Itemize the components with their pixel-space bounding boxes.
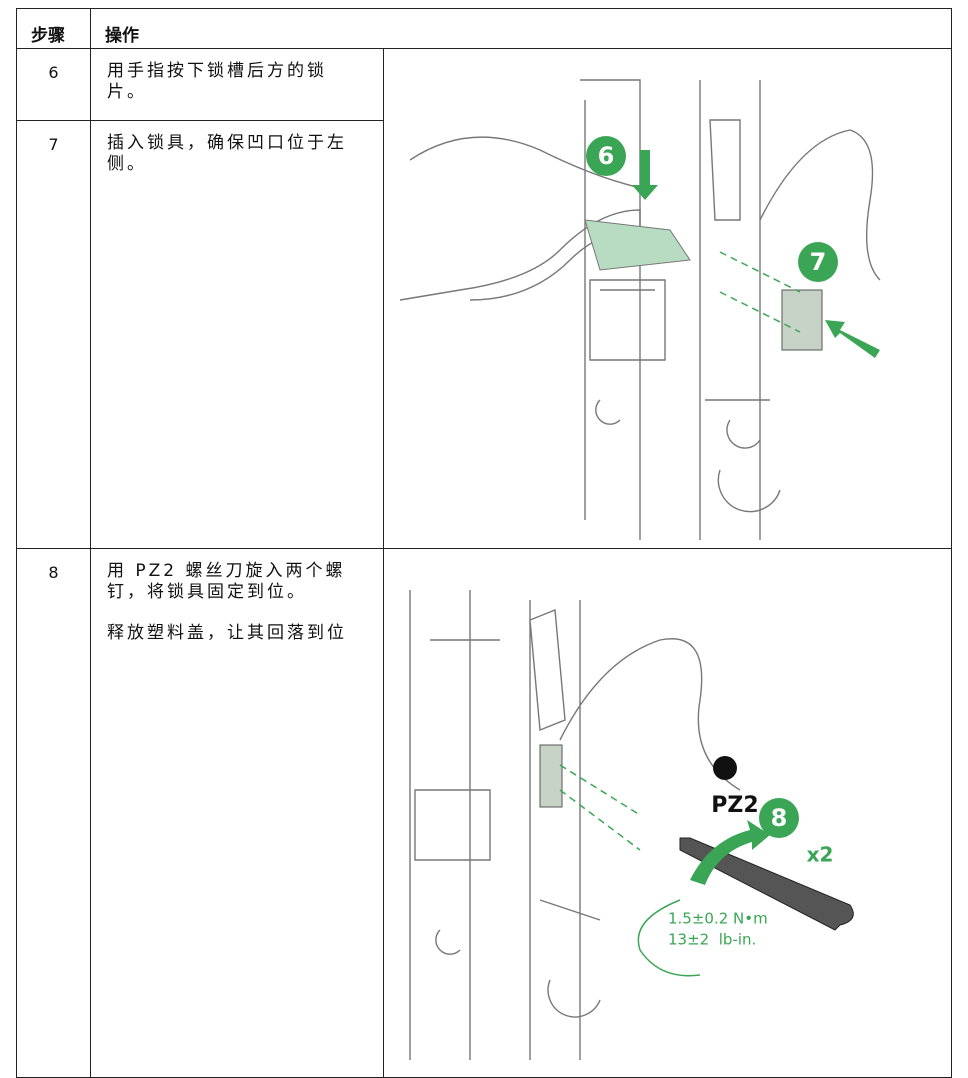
- screwdriver: [679, 837, 854, 931]
- figure-1: 6 7: [399, 79, 881, 540]
- torque-arrow: [637, 899, 701, 977]
- callout-label: 7: [810, 248, 827, 276]
- pozidriv-icon: [713, 756, 737, 780]
- callout: [586, 136, 626, 176]
- callout-label: 8: [771, 804, 788, 832]
- guide-lines: [719, 251, 801, 333]
- quantity: x2: [807, 843, 834, 867]
- figure-2: PZ2 8 x2 1.5±0.2 N•m 13±2 lb-in.: [409, 590, 854, 1060]
- torque-lbin: 13±2 lb-in.: [668, 931, 756, 949]
- callout: [798, 242, 838, 282]
- step-text: 用 PZ2 螺丝刀旋入两个螺钉，将锁具固定到位。释放塑料盖，让其回落到位: [90, 548, 384, 1078]
- paragraph: 用手指按下锁槽后方的锁片。: [107, 61, 327, 102]
- lock-plate: [584, 219, 691, 271]
- mechanism: [580, 79, 781, 540]
- mechanism: [409, 590, 741, 1060]
- paragraph: 用 PZ2 螺丝刀旋入两个螺钉，将锁具固定到位。: [107, 561, 346, 602]
- arrow: [632, 150, 658, 200]
- lock: [781, 289, 823, 351]
- paragraph: 插入锁具，确保凹口位于左侧。: [107, 133, 347, 174]
- arrow: [825, 320, 880, 358]
- arrow: [690, 820, 770, 885]
- tool-label: PZ2: [711, 793, 758, 818]
- paragraph: 释放塑料盖，让其回落到位: [107, 623, 347, 643]
- guide-lines: [559, 764, 641, 851]
- callout: [759, 798, 799, 838]
- torque-nm: 1.5±0.2 N•m: [668, 910, 768, 928]
- callout-label: 6: [598, 142, 615, 170]
- lock: [539, 744, 563, 808]
- hands: [399, 119, 881, 301]
